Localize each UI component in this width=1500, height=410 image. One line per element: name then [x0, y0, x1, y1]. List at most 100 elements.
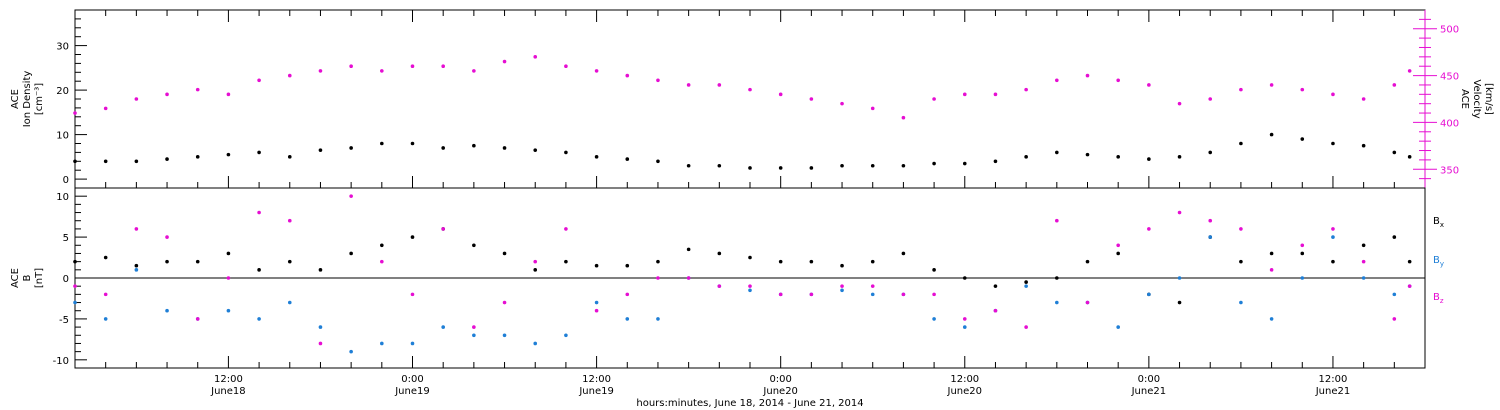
bx-point — [472, 243, 476, 248]
bz-point — [625, 292, 630, 297]
velocity-point — [318, 69, 323, 73]
velocity-point — [1177, 101, 1182, 106]
by-point — [1239, 300, 1243, 305]
bx-point — [1116, 251, 1120, 256]
density-point — [226, 152, 231, 157]
bx-point — [195, 259, 200, 264]
velocity-point — [1055, 78, 1059, 83]
velocity-point — [380, 69, 384, 73]
bz-point — [1331, 227, 1335, 231]
by-point — [226, 308, 231, 313]
by-point — [134, 268, 139, 272]
density-point — [748, 166, 752, 170]
top-right-tick-label: 400 — [1440, 118, 1459, 129]
bottom-left-tick-label: 10 — [56, 192, 69, 203]
velocity-point — [73, 111, 77, 115]
bz-point — [1392, 317, 1397, 321]
bx-point — [1407, 259, 1412, 264]
bx-point — [226, 251, 231, 256]
bx-point — [73, 259, 77, 264]
top-minor-ticks — [105, 10, 1395, 188]
density-point — [1239, 141, 1243, 146]
velocity-point — [778, 92, 783, 97]
density-point — [594, 155, 599, 159]
bottom-data-points — [73, 194, 1412, 354]
velocity-point — [533, 55, 538, 59]
velocity-point — [564, 64, 568, 69]
velocity-point — [1208, 97, 1213, 101]
bx-point — [901, 251, 906, 256]
bx-point — [134, 263, 139, 268]
velocity-point — [103, 106, 108, 111]
bz-point — [748, 284, 752, 288]
bx-point — [502, 251, 507, 256]
bx-point — [380, 243, 384, 248]
by-point — [318, 325, 323, 329]
density-point — [349, 146, 353, 150]
top-right-axis: 350 400 450 500 — [1413, 10, 1459, 188]
bz-point — [472, 325, 476, 329]
velocity-point — [287, 73, 292, 78]
bottom-left-axis: -10 -5 0 5 10 — [53, 192, 87, 367]
bz-point — [1407, 284, 1412, 288]
legend-by: By — [1433, 255, 1444, 268]
density-point — [318, 148, 323, 152]
by-point — [1147, 292, 1151, 297]
density-point — [901, 163, 906, 168]
top-left-axis: 0 10 20 30 — [56, 18, 87, 186]
bx-point — [809, 259, 814, 264]
top-data-points — [73, 55, 1412, 170]
velocity-point — [257, 78, 261, 83]
bz-point — [1361, 259, 1366, 264]
top-right-tick-label: 450 — [1440, 72, 1459, 83]
bx-point — [656, 259, 660, 264]
by-point — [1331, 235, 1335, 239]
legend-bz: Bz — [1433, 292, 1444, 305]
by-point — [472, 333, 476, 338]
density-point — [625, 157, 630, 161]
by-point — [962, 325, 967, 329]
density-point — [1055, 150, 1059, 155]
bz-point — [1147, 227, 1151, 231]
velocity-point — [1085, 73, 1090, 78]
bx-point — [318, 268, 323, 272]
top-left-label-line-2: Ion Density — [22, 71, 33, 128]
top-left-tick-label: 20 — [56, 86, 69, 97]
velocity-point — [1407, 69, 1412, 73]
velocity-point — [932, 97, 936, 101]
bz-point — [717, 284, 722, 288]
by-point — [410, 341, 415, 346]
bx-point — [778, 259, 783, 264]
velocity-point — [226, 92, 231, 97]
x-tick-date-label: June21 — [1131, 386, 1167, 397]
top-left-tick-label: 30 — [56, 42, 69, 53]
velocity-point — [1300, 87, 1305, 92]
bx-point — [103, 255, 108, 260]
top-right-tick-label: 500 — [1440, 25, 1459, 36]
velocity-point — [1239, 87, 1243, 92]
density-point — [165, 157, 169, 161]
density-point — [778, 166, 783, 170]
velocity-point — [1147, 83, 1151, 87]
density-point — [717, 163, 722, 168]
velocity-point — [901, 115, 906, 120]
bx-point — [625, 263, 630, 268]
velocity-point — [410, 64, 415, 69]
bx-point — [840, 263, 844, 268]
x-tick-date-label: June21 — [1315, 386, 1351, 397]
bx-point — [1300, 251, 1305, 256]
density-point — [441, 146, 445, 150]
bottom-left-label-line-2: B — [22, 274, 33, 281]
top-left-label-line-3: [cm⁻³] — [34, 83, 45, 115]
density-point — [1024, 155, 1028, 159]
bz-point — [686, 276, 691, 280]
x-axis-ticks: 12:00June180:00June1912:00June190:00June… — [210, 374, 1350, 397]
bz-point — [1085, 300, 1090, 305]
bz-point — [962, 317, 967, 321]
by-point — [1024, 284, 1028, 288]
velocity-point — [1024, 87, 1028, 92]
bx-point — [1055, 276, 1059, 280]
by-point — [1392, 292, 1397, 297]
x-tick-date-label: June19 — [578, 386, 614, 397]
velocity-point — [748, 87, 752, 92]
